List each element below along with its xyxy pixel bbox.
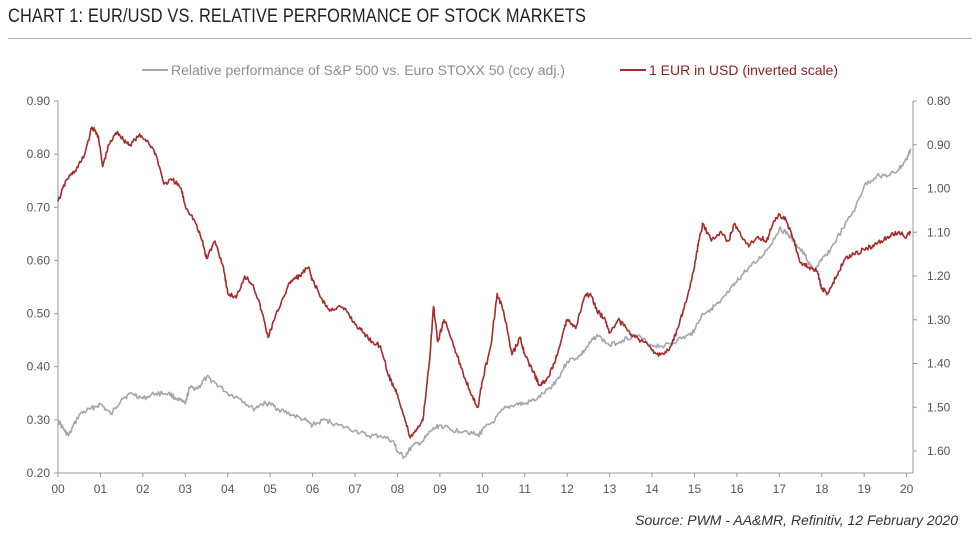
x-tick-label: 19 (858, 482, 872, 496)
x-tick-label: 07 (348, 482, 362, 496)
x-tick-label: 17 (773, 482, 787, 496)
y-left-tick-label: 0.80 (27, 147, 51, 161)
x-tick-label: 14 (645, 482, 659, 496)
x-tick-label: 01 (94, 482, 108, 496)
legend-label-relative-performance: Relative performance of S&P 500 vs. Euro… (171, 62, 565, 78)
y-left-tick-label: 0.20 (27, 466, 51, 480)
y-left-tick-label: 0.60 (27, 253, 51, 267)
x-tick-label: 04 (221, 482, 235, 496)
y-right-tick-label: 1.40 (927, 357, 951, 371)
legend-label-eur-usd: 1 EUR in USD (inverted scale) (649, 62, 838, 78)
title-divider (8, 38, 972, 39)
y-right-tick-label: 1.30 (927, 313, 951, 327)
y-right-tick-label: 1.60 (927, 444, 951, 458)
y-right-tick-label: 0.90 (927, 138, 951, 152)
x-tick-label: 12 (561, 482, 575, 496)
x-tick-label: 16 (730, 482, 744, 496)
y-left-tick-label: 0.50 (27, 307, 51, 321)
y-right-tick-label: 1.20 (927, 269, 951, 283)
x-tick-label: 03 (179, 482, 193, 496)
x-tick-label: 08 (391, 482, 405, 496)
y-left-tick-label: 0.30 (27, 413, 51, 427)
x-tick-label: 13 (603, 482, 617, 496)
x-tick-label: 18 (815, 482, 829, 496)
legend: Relative performance of S&P 500 vs. Euro… (142, 62, 838, 78)
x-tick-label: 06 (306, 482, 320, 496)
series-line-relative-performance (57, 148, 912, 460)
y-left-tick-label: 0.70 (27, 200, 51, 214)
y-right-tick-label: 1.10 (927, 225, 951, 239)
chart-title: CHART 1: EUR/USD VS. RELATIVE PERFORMANC… (8, 6, 587, 27)
x-tick-label: 11 (519, 482, 532, 496)
x-tick-label: 02 (136, 482, 150, 496)
y-left-tick-label: 0.40 (27, 360, 51, 374)
x-tick-label: 20 (900, 482, 914, 496)
y-left-tick-label: 0.90 (27, 94, 51, 108)
y-right-tick-label: 1.00 (927, 182, 951, 196)
x-tick-label: 00 (51, 482, 65, 496)
series-line-eur-usd (57, 126, 912, 439)
x-tick-label: 15 (688, 482, 702, 496)
source-note: Source: PWM - AA&MR, Refinitiv, 12 Febru… (635, 512, 958, 528)
x-tick-label: 05 (263, 482, 277, 496)
y-right-tick-label: 1.50 (927, 400, 951, 414)
x-tick-label: 09 (433, 482, 447, 496)
x-tick-label: 10 (476, 482, 490, 496)
y-right-tick-label: 0.80 (927, 94, 951, 108)
